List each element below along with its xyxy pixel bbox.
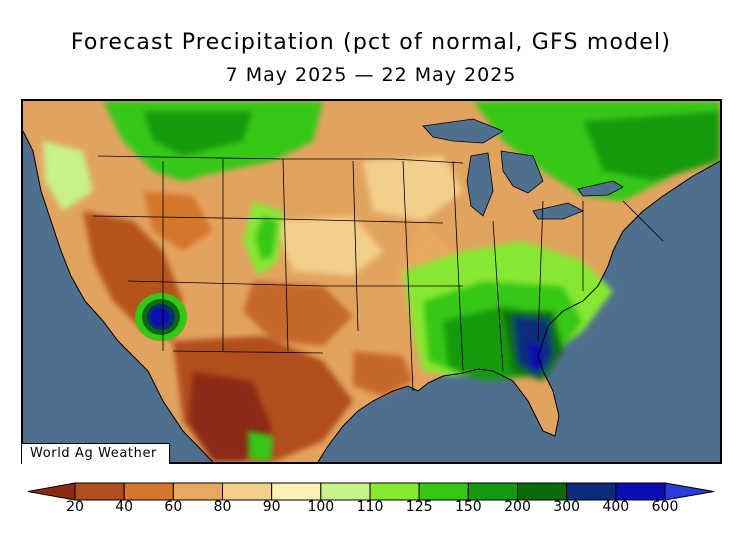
legend-swatch — [74, 482, 125, 501]
legend-swatch — [123, 482, 174, 501]
map-title: Forecast Precipitation (pct of normal, G… — [70, 30, 672, 55]
legend-tick-label: 20 — [66, 499, 84, 515]
legend-tick-label: 60 — [164, 499, 183, 515]
color-legend — [27, 482, 715, 501]
legend-tick-label: 100 — [307, 499, 335, 515]
date-range-subtitle: 7 May 2025 — 22 May 2025 — [225, 64, 517, 86]
legend-tick-label: 150 — [454, 499, 482, 515]
legend-tick-label: 110 — [356, 499, 384, 515]
arizona-wet-spot — [135, 293, 187, 341]
legend-arrow-high — [664, 482, 715, 501]
wet-zones — [43, 101, 720, 461]
legend-swatch — [418, 482, 469, 501]
great-lakes — [422, 118, 624, 220]
legend-swatch — [320, 482, 371, 501]
map-canvas — [23, 101, 720, 462]
legend-tick-label: 40 — [115, 499, 134, 515]
legend-swatch — [566, 482, 617, 501]
legend-swatch — [369, 482, 420, 501]
legend-tick-label: 300 — [553, 499, 581, 515]
coastline — [23, 130, 720, 462]
legend-swatch — [615, 482, 666, 501]
legend-swatch — [222, 482, 273, 501]
legend-swatch — [467, 482, 519, 501]
legend-arrow-low — [27, 482, 76, 501]
legend-tick-label: 600 — [651, 499, 679, 515]
legend-swatch — [517, 482, 568, 501]
legend-tick-label: 125 — [405, 499, 433, 515]
legend-tick-label: 80 — [213, 499, 232, 515]
legend-swatch — [271, 482, 322, 501]
legend-tick-label: 90 — [262, 499, 281, 515]
legend-tick-label: 400 — [602, 499, 630, 515]
state-borders — [92, 155, 664, 392]
credit-label: World Ag Weather — [22, 443, 170, 464]
legend-swatch — [172, 482, 223, 501]
precipitation-map — [21, 99, 722, 464]
legend-tick-label: 200 — [504, 499, 531, 515]
